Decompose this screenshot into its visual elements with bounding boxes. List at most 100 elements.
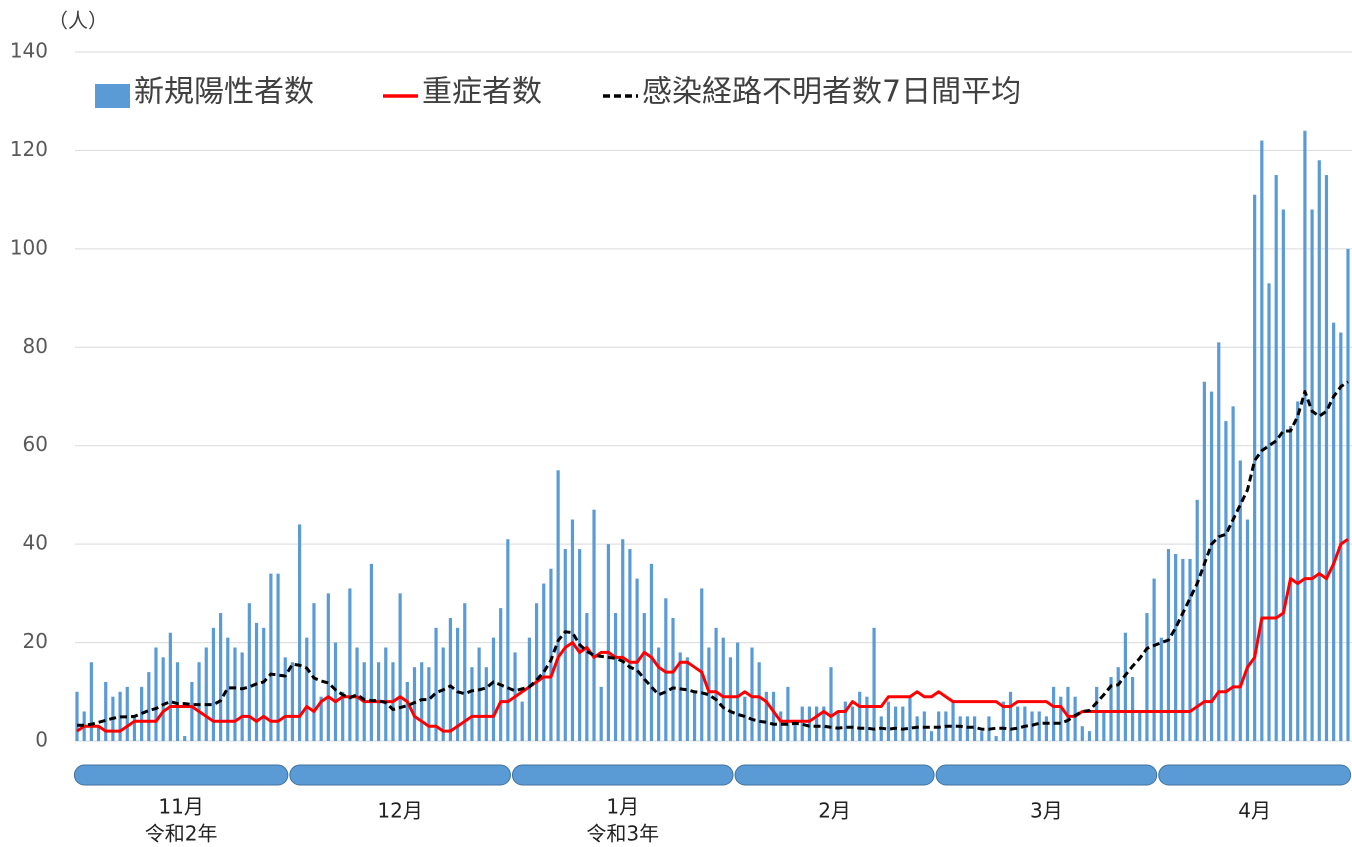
bar [1159, 637, 1163, 741]
year-label: 令和3年 [586, 822, 659, 846]
bar [678, 652, 682, 741]
bar [872, 627, 876, 741]
bar [290, 662, 295, 741]
y-tick-label: 140 [10, 39, 48, 63]
bar [448, 617, 453, 741]
bar [1245, 519, 1250, 741]
bar [707, 647, 711, 741]
bar [886, 701, 891, 741]
bar [542, 583, 546, 741]
bar [649, 563, 654, 741]
month-label: 1月 [606, 795, 639, 819]
bar [1123, 632, 1127, 741]
bar [721, 637, 725, 741]
bar [398, 593, 402, 741]
bar [527, 637, 531, 741]
bar [341, 691, 345, 741]
bar [714, 627, 718, 741]
bar [628, 549, 632, 741]
bar [1138, 711, 1142, 741]
bar [1310, 209, 1314, 741]
bar [319, 696, 323, 741]
bar [441, 647, 445, 741]
bar [1217, 342, 1221, 741]
line [77, 380, 1349, 731]
bar [642, 613, 646, 741]
bar [901, 706, 905, 741]
bar [1116, 667, 1120, 741]
bar [1145, 613, 1149, 741]
bar [506, 539, 510, 741]
line [76, 537, 1349, 733]
bar [621, 539, 625, 741]
month-band [73, 764, 289, 786]
legend-swatch [95, 84, 130, 108]
bar [175, 662, 180, 741]
bar [355, 647, 359, 741]
bar [1274, 175, 1278, 742]
bar [369, 563, 374, 741]
bar [764, 691, 768, 741]
y-tick-label: 60 [23, 432, 48, 456]
bar [1102, 711, 1106, 741]
month-label: 11月 [158, 795, 203, 819]
bar [1174, 553, 1178, 741]
bar [1209, 391, 1214, 741]
bar [1231, 406, 1235, 741]
bar [592, 509, 596, 741]
bar [743, 696, 747, 741]
bar [305, 637, 309, 741]
bar [850, 706, 855, 741]
bar [89, 662, 93, 741]
bar [420, 662, 424, 741]
y-tick-label: 100 [10, 235, 48, 259]
month-label: 12月 [377, 799, 422, 823]
y-axis-label: （人） [48, 9, 108, 33]
bar [1016, 706, 1020, 741]
bar [333, 642, 338, 741]
bar [197, 662, 201, 741]
bar [1324, 175, 1329, 742]
bar [1303, 130, 1307, 741]
bar [405, 681, 409, 741]
bar [348, 588, 352, 741]
y-tick-label: 40 [23, 531, 48, 555]
bar [132, 716, 137, 741]
bar [1267, 283, 1271, 741]
legend-label: 重症者数 [422, 75, 542, 110]
bar [247, 603, 251, 741]
bar [190, 681, 194, 741]
y-tick-label: 80 [23, 334, 48, 358]
bar [599, 686, 603, 741]
bar [1253, 194, 1257, 741]
bar [1296, 401, 1300, 741]
bar [1008, 691, 1013, 741]
bar [96, 726, 101, 741]
bar [865, 696, 869, 741]
bar [1001, 701, 1005, 741]
bar [384, 647, 388, 741]
bar [1224, 421, 1228, 741]
bar [269, 573, 273, 741]
bar [1166, 549, 1171, 741]
bar [1080, 726, 1084, 741]
bar [1044, 716, 1049, 741]
year-label: 令和2年 [145, 822, 218, 846]
bar [972, 716, 977, 741]
bar [1260, 140, 1264, 742]
bar [807, 706, 812, 741]
bar [1109, 677, 1113, 741]
bar [771, 691, 776, 741]
bar [829, 667, 833, 741]
bar [822, 706, 826, 741]
bar [786, 686, 790, 741]
month-band [511, 764, 734, 786]
bar [434, 627, 438, 741]
bar [657, 647, 661, 741]
bar [1281, 209, 1285, 741]
bar [1059, 696, 1063, 741]
bar [455, 627, 460, 741]
bar [1037, 711, 1041, 741]
month-band [1158, 764, 1352, 786]
